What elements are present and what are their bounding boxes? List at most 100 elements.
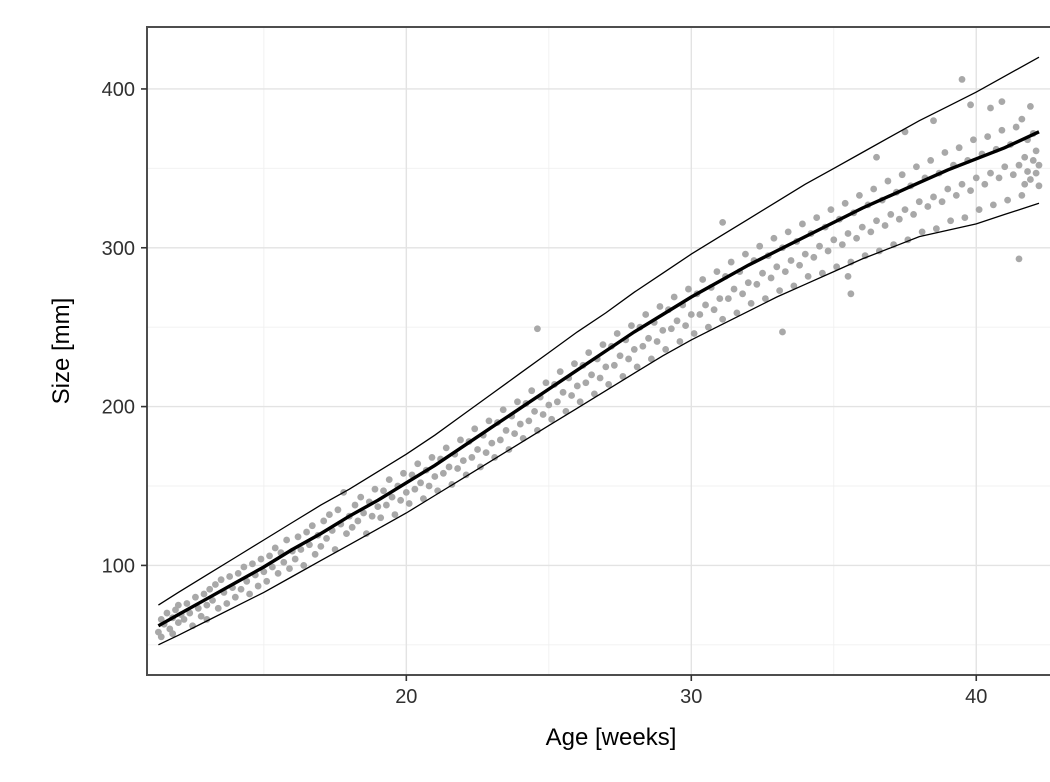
data-point bbox=[1018, 115, 1026, 123]
data-point bbox=[240, 563, 248, 571]
data-point bbox=[468, 454, 476, 461]
data-point bbox=[163, 609, 171, 617]
data-point bbox=[610, 361, 618, 369]
data-point bbox=[206, 585, 214, 593]
data-point bbox=[1015, 255, 1023, 263]
data-point bbox=[459, 457, 467, 464]
data-point bbox=[192, 593, 199, 601]
data-point bbox=[910, 211, 917, 218]
data-point bbox=[756, 242, 764, 250]
data-point bbox=[591, 390, 598, 398]
data-point bbox=[930, 193, 937, 201]
data-point bbox=[944, 185, 952, 193]
data-point bbox=[174, 601, 182, 609]
data-point bbox=[830, 236, 838, 244]
data-point bbox=[1004, 196, 1012, 204]
data-point bbox=[499, 406, 507, 414]
fit-line bbox=[157, 130, 1040, 628]
data-point bbox=[844, 230, 852, 237]
scatter-plot-figure: 20 30 40 100 200 300 400 Age [weeks] Size [mm] bbox=[40, 16, 1050, 766]
data-point bbox=[833, 263, 841, 271]
data-point bbox=[197, 612, 205, 620]
data-point bbox=[194, 604, 202, 612]
data-point bbox=[209, 596, 216, 604]
data-point bbox=[556, 368, 564, 376]
data-point bbox=[858, 223, 866, 231]
data-point bbox=[930, 117, 937, 125]
data-point bbox=[967, 101, 974, 109]
data-point bbox=[619, 373, 627, 380]
data-point bbox=[987, 104, 994, 112]
data-point bbox=[471, 425, 479, 433]
data-point bbox=[491, 454, 499, 461]
data-point bbox=[405, 500, 413, 507]
data-point bbox=[157, 633, 165, 641]
data-point bbox=[223, 600, 231, 607]
data-point bbox=[360, 509, 367, 517]
data-point bbox=[895, 215, 903, 223]
data-point bbox=[203, 601, 211, 609]
data-point bbox=[1021, 180, 1029, 188]
data-point bbox=[995, 174, 1003, 182]
data-point bbox=[320, 517, 328, 525]
x-tick-label: 40 bbox=[965, 686, 987, 708]
data-point bbox=[325, 511, 333, 518]
data-point bbox=[1001, 163, 1009, 171]
data-point bbox=[776, 287, 784, 295]
data-point bbox=[941, 149, 949, 156]
data-point bbox=[599, 341, 607, 349]
data-point bbox=[673, 317, 681, 325]
data-point bbox=[249, 560, 256, 568]
x-tick-label: 30 bbox=[680, 686, 702, 708]
data-point bbox=[588, 371, 595, 379]
data-point bbox=[217, 576, 225, 584]
data-point bbox=[271, 544, 279, 552]
data-point bbox=[602, 363, 610, 371]
data-point bbox=[334, 506, 342, 514]
data-point bbox=[927, 157, 935, 164]
data-point bbox=[534, 325, 541, 333]
data-point bbox=[716, 295, 724, 302]
y-tick-label: 300 bbox=[102, 238, 135, 260]
data-point bbox=[961, 214, 969, 221]
data-point bbox=[488, 439, 496, 447]
data-point bbox=[343, 530, 350, 538]
x-tick-label: 20 bbox=[395, 686, 417, 708]
data-point bbox=[1018, 191, 1026, 199]
data-point bbox=[231, 593, 239, 601]
data-point bbox=[417, 479, 424, 487]
data-point bbox=[796, 261, 803, 269]
data-point bbox=[827, 206, 835, 214]
data-point bbox=[884, 177, 892, 185]
data-point bbox=[211, 581, 219, 588]
data-point bbox=[856, 191, 863, 199]
data-point bbox=[938, 198, 946, 206]
data-point bbox=[790, 282, 798, 290]
data-point bbox=[411, 485, 419, 493]
data-point bbox=[682, 322, 689, 329]
data-point bbox=[183, 600, 191, 607]
data-point bbox=[987, 169, 994, 177]
data-point bbox=[539, 411, 547, 418]
data-point bbox=[898, 171, 906, 179]
data-point bbox=[371, 485, 379, 493]
data-point bbox=[169, 630, 177, 638]
data-point bbox=[699, 276, 707, 283]
data-point bbox=[742, 250, 749, 258]
data-point bbox=[970, 136, 977, 144]
data-point bbox=[576, 398, 584, 406]
data-point bbox=[841, 199, 849, 207]
data-point bbox=[781, 268, 789, 275]
panel-border bbox=[146, 26, 1050, 676]
data-point bbox=[420, 495, 427, 503]
data-point bbox=[998, 98, 1006, 106]
data-point bbox=[656, 303, 664, 310]
data-point bbox=[1027, 103, 1034, 110]
data-point bbox=[428, 454, 436, 461]
data-point bbox=[913, 163, 920, 171]
data-point bbox=[932, 225, 940, 233]
data-point bbox=[881, 222, 889, 229]
data-point bbox=[1009, 171, 1017, 179]
data-point bbox=[958, 180, 966, 188]
data-point bbox=[853, 234, 860, 242]
